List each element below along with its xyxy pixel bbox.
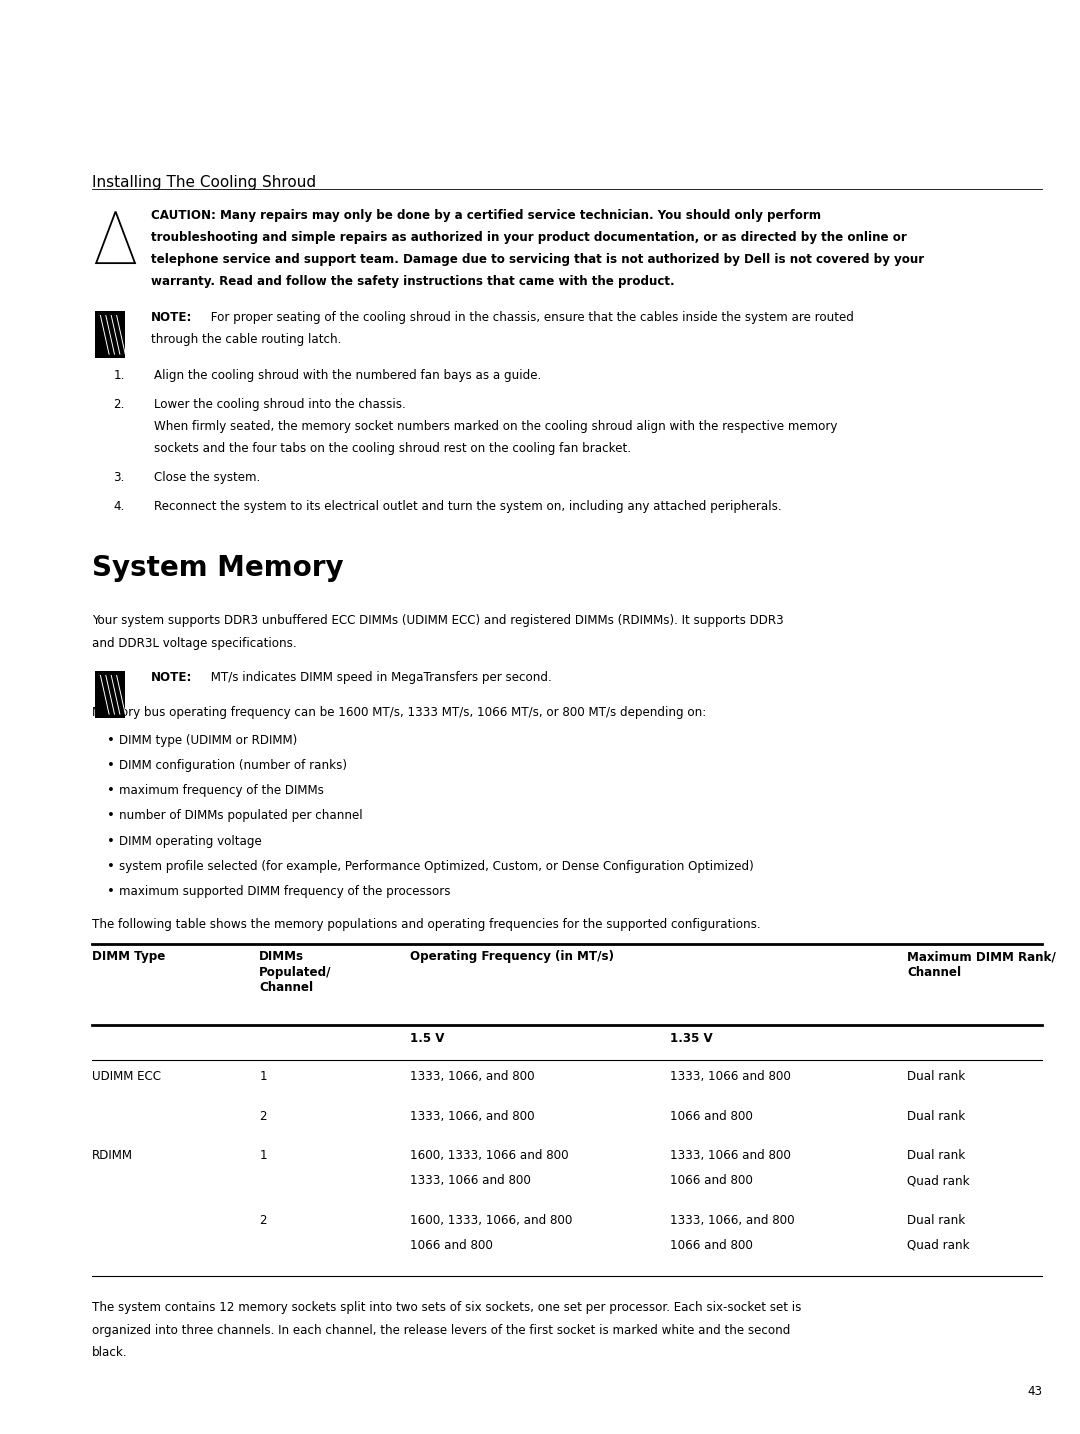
Text: Dual rank: Dual rank xyxy=(907,1110,966,1123)
Text: Lower the cooling shroud into the chassis.: Lower the cooling shroud into the chassi… xyxy=(154,397,406,412)
Text: •: • xyxy=(107,759,114,773)
Text: UDIMM ECC: UDIMM ECC xyxy=(92,1070,161,1084)
Text: Quad rank: Quad rank xyxy=(907,1239,970,1252)
Text: When firmly seated, the memory socket numbers marked on the cooling shroud align: When firmly seated, the memory socket nu… xyxy=(154,420,838,433)
Text: •: • xyxy=(107,784,114,797)
Text: telephone service and support team. Damage due to servicing that is not authoriz: telephone service and support team. Dama… xyxy=(151,252,924,267)
Text: NOTE:: NOTE: xyxy=(151,671,192,684)
Text: 2: 2 xyxy=(259,1213,267,1228)
Text: •: • xyxy=(107,835,114,847)
Text: 1066 and 800: 1066 and 800 xyxy=(670,1239,753,1252)
Text: 4.: 4. xyxy=(113,499,124,513)
Text: Dual rank: Dual rank xyxy=(907,1070,966,1084)
Text: •: • xyxy=(107,734,114,747)
Text: 1333, 1066 and 800: 1333, 1066 and 800 xyxy=(410,1174,531,1187)
Text: organized into three channels. In each channel, the release levers of the first : organized into three channels. In each c… xyxy=(92,1324,791,1336)
Text: Align the cooling shroud with the numbered fan bays as a guide.: Align the cooling shroud with the number… xyxy=(154,369,542,383)
Text: Memory bus operating frequency can be 1600 MT/s, 1333 MT/s, 1066 MT/s, or 800 MT: Memory bus operating frequency can be 16… xyxy=(92,706,706,718)
Text: number of DIMMs populated per channel: number of DIMMs populated per channel xyxy=(119,809,363,823)
Text: Your system supports DDR3 unbuffered ECC DIMMs (UDIMM ECC) and registered DIMMs : Your system supports DDR3 unbuffered ECC… xyxy=(92,614,784,628)
Text: Operating Frequency (in MT/s): Operating Frequency (in MT/s) xyxy=(410,951,615,964)
Text: Dual rank: Dual rank xyxy=(907,1213,966,1228)
Text: 1600, 1333, 1066, and 800: 1600, 1333, 1066, and 800 xyxy=(410,1213,572,1228)
Text: sockets and the four tabs on the cooling shroud rest on the cooling fan bracket.: sockets and the four tabs on the cooling… xyxy=(154,442,632,456)
Text: Reconnect the system to its electrical outlet and turn the system on, including : Reconnect the system to its electrical o… xyxy=(154,499,782,513)
Text: through the cable routing latch.: through the cable routing latch. xyxy=(151,333,341,347)
Text: and DDR3L voltage specifications.: and DDR3L voltage specifications. xyxy=(92,637,296,650)
Text: 1: 1 xyxy=(259,1150,267,1163)
Text: 1066 and 800: 1066 and 800 xyxy=(670,1110,753,1123)
Text: 1.35 V: 1.35 V xyxy=(670,1032,713,1045)
Text: For proper seating of the cooling shroud in the chassis, ensure that the cables : For proper seating of the cooling shroud… xyxy=(207,311,854,324)
Text: DIMM Type: DIMM Type xyxy=(92,951,165,964)
Text: 1: 1 xyxy=(259,1070,267,1084)
Text: The system contains 12 memory sockets split into two sets of six sockets, one se: The system contains 12 memory sockets sp… xyxy=(92,1302,801,1315)
Text: 1066 and 800: 1066 and 800 xyxy=(410,1239,494,1252)
Text: Maximum DIMM Rank/
Channel: Maximum DIMM Rank/ Channel xyxy=(907,951,1056,978)
Text: black.: black. xyxy=(92,1345,127,1359)
Bar xyxy=(95,671,125,718)
Text: warranty. Read and follow the safety instructions that came with the product.: warranty. Read and follow the safety ins… xyxy=(151,275,675,288)
Text: Quad rank: Quad rank xyxy=(907,1174,970,1187)
Text: 1333, 1066, and 800: 1333, 1066, and 800 xyxy=(670,1213,794,1228)
Text: Dual rank: Dual rank xyxy=(907,1150,966,1163)
Text: •: • xyxy=(107,809,114,823)
Text: MT/s indicates DIMM speed in MegaTransfers per second.: MT/s indicates DIMM speed in MegaTransfe… xyxy=(207,671,552,684)
Text: maximum supported DIMM frequency of the processors: maximum supported DIMM frequency of the … xyxy=(119,885,450,898)
Text: NOTE:: NOTE: xyxy=(151,311,192,324)
Text: Close the system.: Close the system. xyxy=(154,470,260,485)
Text: 1.: 1. xyxy=(113,369,125,383)
Text: 1066 and 800: 1066 and 800 xyxy=(670,1174,753,1187)
Text: 1600, 1333, 1066 and 800: 1600, 1333, 1066 and 800 xyxy=(410,1150,569,1163)
Text: 43: 43 xyxy=(1027,1385,1042,1398)
Text: 1333, 1066 and 800: 1333, 1066 and 800 xyxy=(670,1070,791,1084)
Text: DIMMs
Populated/
Channel: DIMMs Populated/ Channel xyxy=(259,951,332,994)
Text: 3.: 3. xyxy=(113,470,125,485)
Text: CAUTION: Many repairs may only be done by a certified service technician. You sh: CAUTION: Many repairs may only be done b… xyxy=(151,208,821,222)
Text: The following table shows the memory populations and operating frequencies for t: The following table shows the memory pop… xyxy=(92,919,760,932)
Text: •: • xyxy=(107,860,114,873)
Text: DIMM operating voltage: DIMM operating voltage xyxy=(119,835,261,847)
Text: 1333, 1066 and 800: 1333, 1066 and 800 xyxy=(670,1150,791,1163)
Text: •: • xyxy=(107,885,114,898)
Text: Installing The Cooling Shroud: Installing The Cooling Shroud xyxy=(92,175,316,189)
Text: 2: 2 xyxy=(259,1110,267,1123)
Text: troubleshooting and simple repairs as authorized in your product documentation, : troubleshooting and simple repairs as au… xyxy=(151,231,907,244)
Text: System Memory: System Memory xyxy=(92,554,343,582)
Text: DIMM configuration (number of ranks): DIMM configuration (number of ranks) xyxy=(119,759,347,773)
Text: 1333, 1066, and 800: 1333, 1066, and 800 xyxy=(410,1110,535,1123)
Text: system profile selected (for example, Performance Optimized, Custom, or Dense Co: system profile selected (for example, Pe… xyxy=(119,860,754,873)
Text: maximum frequency of the DIMMs: maximum frequency of the DIMMs xyxy=(119,784,324,797)
Text: RDIMM: RDIMM xyxy=(92,1150,133,1163)
Text: 1.5 V: 1.5 V xyxy=(410,1032,445,1045)
Text: 2.: 2. xyxy=(113,397,125,412)
Bar xyxy=(95,311,125,358)
Text: 1333, 1066, and 800: 1333, 1066, and 800 xyxy=(410,1070,535,1084)
Text: DIMM type (UDIMM or RDIMM): DIMM type (UDIMM or RDIMM) xyxy=(119,734,297,747)
